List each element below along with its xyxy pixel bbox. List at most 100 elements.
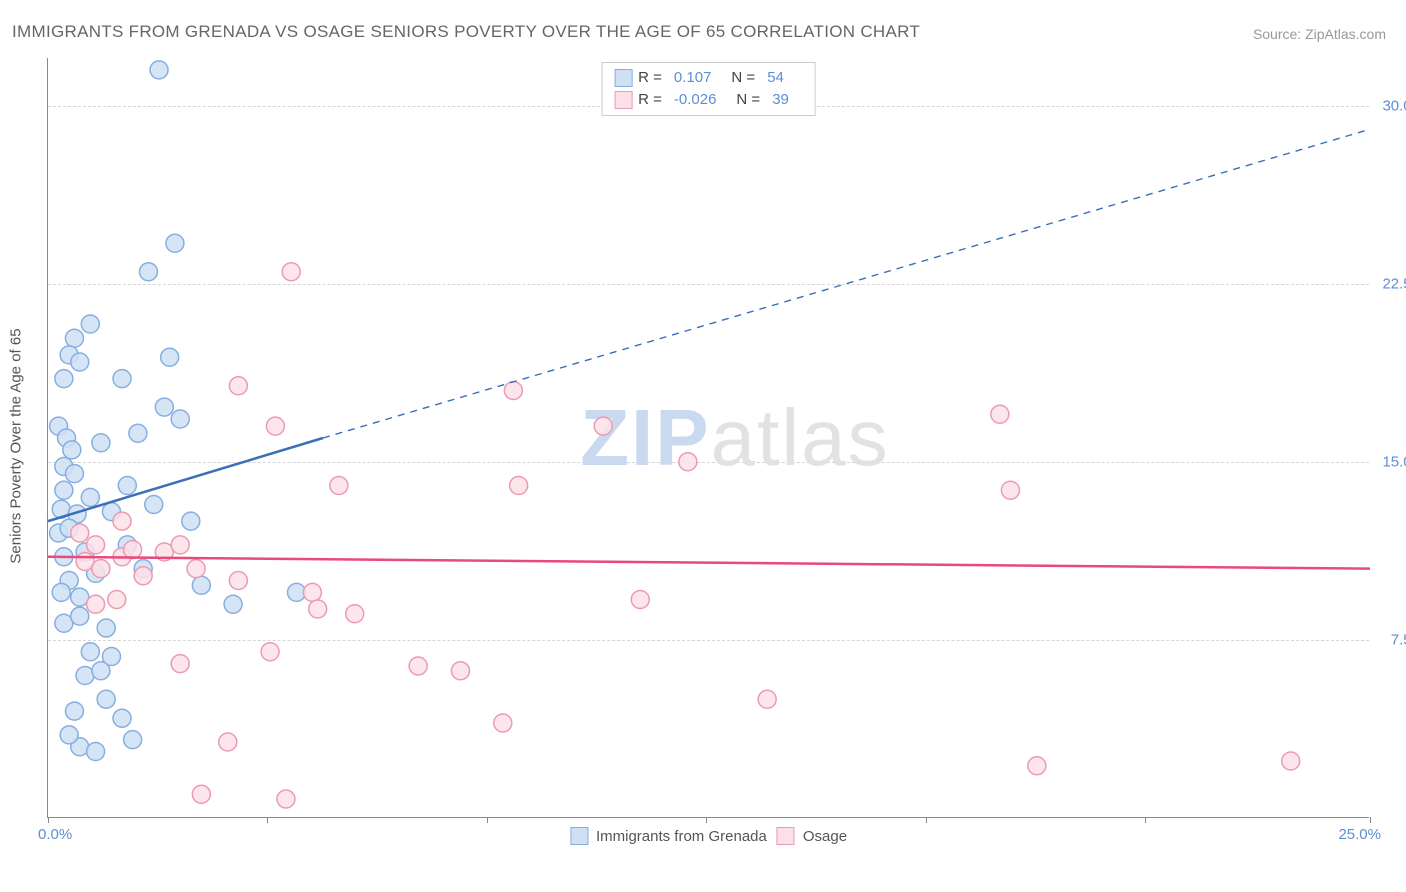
- r-value-grenada: 0.107: [674, 67, 712, 89]
- r-value-osage: -0.026: [674, 89, 717, 111]
- y-tick-label: 15.0%: [1382, 453, 1406, 470]
- data-point: [192, 785, 210, 803]
- y-tick-label: 22.5%: [1382, 275, 1406, 292]
- x-tick: [487, 817, 488, 823]
- data-point: [81, 315, 99, 333]
- n-label: N =: [731, 67, 755, 89]
- chart-area: R = 0.107 N = 54 R = -0.026 N = 39 ZIPat…: [47, 58, 1369, 818]
- swatch-osage-icon: [777, 827, 795, 845]
- x-tick: [1145, 817, 1146, 823]
- data-point: [758, 690, 776, 708]
- data-point: [192, 576, 210, 594]
- x-tick: [706, 817, 707, 823]
- data-point: [171, 536, 189, 554]
- data-point: [229, 572, 247, 590]
- x-tick: [48, 817, 49, 823]
- data-point: [266, 417, 284, 435]
- data-point: [92, 662, 110, 680]
- data-point: [166, 234, 184, 252]
- r-label: R =: [638, 89, 662, 111]
- data-point: [65, 329, 83, 347]
- data-point: [494, 714, 512, 732]
- data-point: [145, 496, 163, 514]
- data-point: [65, 465, 83, 483]
- data-point: [52, 583, 70, 601]
- data-point: [991, 405, 1009, 423]
- data-point: [161, 348, 179, 366]
- n-value-osage: 39: [772, 89, 789, 111]
- x-tick: [1370, 817, 1371, 823]
- data-point: [155, 398, 173, 416]
- data-point: [261, 643, 279, 661]
- data-point: [92, 434, 110, 452]
- y-tick-label: 30.0%: [1382, 97, 1406, 114]
- legend-row-osage: R = -0.026 N = 39: [614, 89, 803, 111]
- data-point: [504, 382, 522, 400]
- swatch-grenada-icon: [570, 827, 588, 845]
- data-point: [187, 560, 205, 578]
- data-point: [1028, 757, 1046, 775]
- data-point: [1001, 481, 1019, 499]
- data-point: [97, 619, 115, 637]
- r-label: R =: [638, 67, 662, 89]
- data-point: [71, 607, 89, 625]
- data-point: [182, 512, 200, 530]
- data-point: [330, 477, 348, 495]
- data-point: [346, 605, 364, 623]
- legend-label-osage: Osage: [803, 828, 847, 845]
- data-point: [171, 410, 189, 428]
- data-point: [282, 263, 300, 281]
- data-point: [60, 726, 78, 744]
- data-point: [113, 370, 131, 388]
- data-point: [150, 61, 168, 79]
- legend-label-grenada: Immigrants from Grenada: [596, 828, 767, 845]
- data-point: [229, 377, 247, 395]
- data-point: [277, 790, 295, 808]
- plot-svg: [48, 58, 1369, 817]
- data-point: [129, 424, 147, 442]
- data-point: [71, 524, 89, 542]
- data-point: [1282, 752, 1300, 770]
- data-point: [594, 417, 612, 435]
- data-point: [171, 655, 189, 673]
- data-point: [134, 567, 152, 585]
- source-label: Source: ZipAtlas.com: [1253, 26, 1386, 42]
- x-tick-end: 25.0%: [1338, 826, 1381, 843]
- trend-line: [48, 438, 323, 521]
- legend-correlation: R = 0.107 N = 54 R = -0.026 N = 39: [601, 62, 816, 116]
- x-tick: [926, 817, 927, 823]
- x-tick-start: 0.0%: [38, 826, 72, 843]
- legend-item-osage: Osage: [777, 827, 847, 845]
- data-point: [631, 591, 649, 609]
- data-point: [81, 488, 99, 506]
- data-point: [118, 477, 136, 495]
- data-point: [409, 657, 427, 675]
- data-point: [124, 541, 142, 559]
- legend-series: Immigrants from Grenada Osage: [570, 827, 847, 845]
- data-point: [87, 536, 105, 554]
- data-point: [113, 709, 131, 727]
- data-point: [81, 643, 99, 661]
- trend-line-dashed: [323, 129, 1370, 438]
- data-point: [124, 731, 142, 749]
- y-tick-label: 7.5%: [1391, 631, 1406, 648]
- data-point: [63, 441, 81, 459]
- data-point: [97, 690, 115, 708]
- data-point: [87, 595, 105, 613]
- n-label: N =: [736, 89, 760, 111]
- n-value-grenada: 54: [767, 67, 784, 89]
- trend-line: [48, 557, 1370, 569]
- data-point: [108, 591, 126, 609]
- data-point: [303, 583, 321, 601]
- legend-row-grenada: R = 0.107 N = 54: [614, 67, 803, 89]
- data-point: [139, 263, 157, 281]
- chart-title: IMMIGRANTS FROM GRENADA VS OSAGE SENIORS…: [12, 22, 920, 42]
- data-point: [55, 370, 73, 388]
- legend-item-grenada: Immigrants from Grenada: [570, 827, 767, 845]
- data-point: [55, 481, 73, 499]
- data-point: [65, 702, 83, 720]
- swatch-osage-icon: [614, 91, 632, 109]
- x-tick: [267, 817, 268, 823]
- data-point: [92, 560, 110, 578]
- data-point: [113, 512, 131, 530]
